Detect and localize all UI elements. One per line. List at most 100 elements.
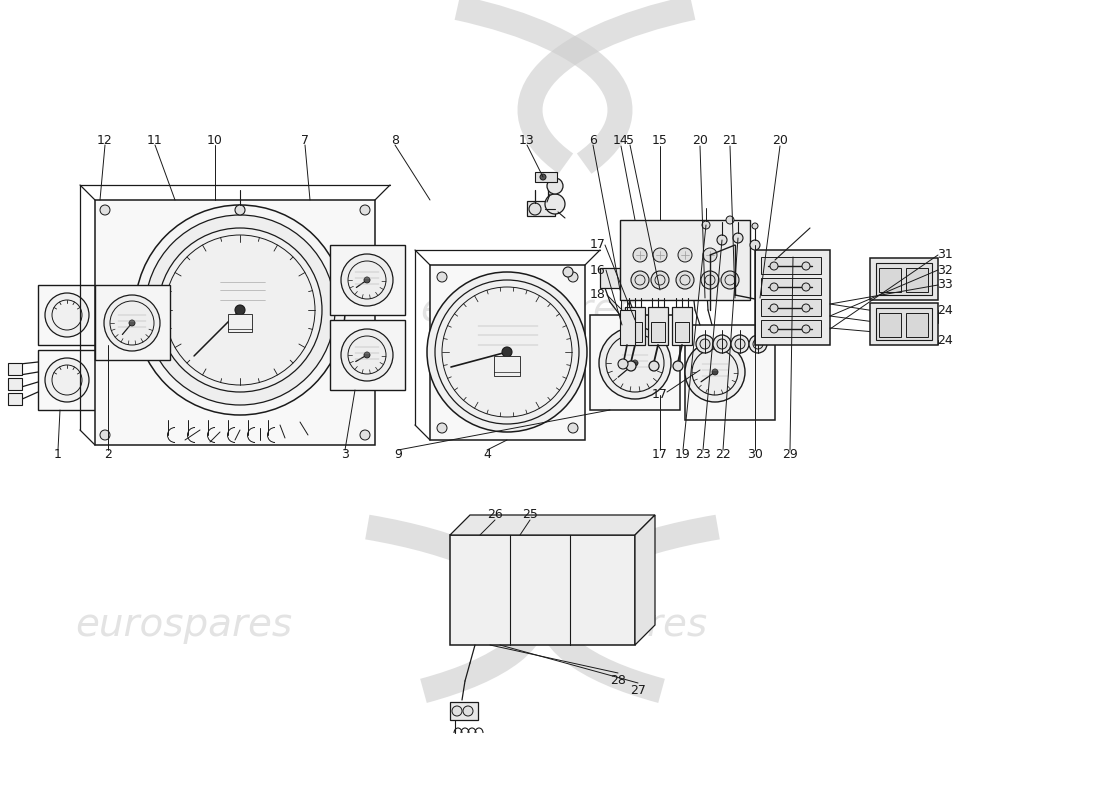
Circle shape [427, 272, 587, 432]
Text: 33: 33 [937, 278, 953, 291]
Circle shape [145, 215, 336, 405]
Circle shape [802, 325, 810, 333]
Text: 13: 13 [519, 134, 535, 146]
Circle shape [45, 358, 89, 402]
Bar [651, 322, 666, 342]
Text: 17: 17 [652, 449, 668, 462]
Text: 20: 20 [692, 134, 708, 146]
Text: 9: 9 [394, 449, 402, 462]
Bar [95, 285, 170, 360]
Bar [628, 322, 642, 342]
Bar [761, 278, 821, 295]
Circle shape [631, 271, 649, 289]
Circle shape [540, 174, 546, 180]
Text: 22: 22 [715, 449, 730, 462]
Text: 16: 16 [590, 263, 606, 277]
Circle shape [600, 327, 671, 399]
Bar [879, 268, 901, 292]
Text: 10: 10 [207, 134, 223, 146]
Circle shape [717, 339, 727, 349]
Circle shape [649, 361, 659, 371]
Bar [330, 245, 405, 315]
Text: eurospares: eurospares [490, 606, 707, 644]
Circle shape [502, 347, 512, 357]
Bar [8, 393, 22, 405]
Text: 30: 30 [747, 449, 763, 462]
Circle shape [702, 221, 710, 229]
Text: 5: 5 [626, 134, 634, 146]
Circle shape [651, 271, 669, 289]
Bar [450, 702, 478, 720]
Bar [39, 350, 96, 410]
Circle shape [678, 248, 692, 262]
Text: 18: 18 [590, 289, 606, 302]
Text: 29: 29 [782, 449, 797, 462]
Bar [675, 322, 689, 342]
Circle shape [703, 248, 717, 262]
Bar [600, 268, 635, 288]
Circle shape [770, 262, 778, 270]
Circle shape [673, 361, 683, 371]
Text: 2: 2 [104, 449, 112, 462]
Bar [906, 313, 928, 337]
Circle shape [632, 248, 647, 262]
Bar [590, 315, 680, 410]
Bar [755, 250, 830, 345]
Circle shape [700, 339, 710, 349]
Text: 32: 32 [937, 263, 953, 277]
Bar [513, 538, 566, 642]
Bar [876, 263, 932, 295]
Circle shape [100, 205, 110, 215]
Polygon shape [450, 515, 654, 535]
Circle shape [754, 339, 763, 349]
Circle shape [437, 423, 447, 433]
Text: 14: 14 [613, 134, 629, 146]
Circle shape [568, 423, 578, 433]
Circle shape [749, 335, 767, 353]
Circle shape [735, 339, 745, 349]
Text: 8: 8 [390, 134, 399, 146]
Circle shape [712, 369, 718, 375]
Circle shape [364, 352, 370, 358]
Circle shape [45, 293, 89, 337]
Circle shape [752, 223, 758, 229]
Text: 23: 23 [695, 449, 711, 462]
Bar [330, 320, 405, 390]
Bar [870, 258, 938, 300]
Text: 26: 26 [487, 509, 503, 522]
Text: 24: 24 [937, 334, 953, 346]
Circle shape [802, 262, 810, 270]
Circle shape [717, 235, 727, 245]
Text: 17: 17 [652, 389, 668, 402]
Circle shape [529, 203, 541, 215]
Circle shape [341, 329, 393, 381]
Circle shape [802, 304, 810, 312]
Text: 6: 6 [590, 134, 597, 146]
Text: 24: 24 [937, 303, 953, 317]
Circle shape [235, 305, 245, 315]
Bar [870, 303, 938, 345]
Circle shape [626, 361, 636, 371]
Circle shape [463, 706, 473, 716]
Circle shape [720, 271, 739, 289]
Bar [95, 200, 375, 445]
Circle shape [135, 205, 345, 415]
Circle shape [770, 283, 778, 291]
Bar [648, 307, 668, 345]
Bar [535, 172, 557, 182]
Circle shape [632, 360, 638, 366]
Circle shape [563, 267, 573, 277]
Circle shape [437, 272, 447, 282]
Circle shape [802, 283, 810, 291]
Text: 4: 4 [483, 449, 491, 462]
Text: 17: 17 [590, 238, 606, 251]
Circle shape [685, 342, 745, 402]
Text: 3: 3 [341, 449, 349, 462]
Circle shape [452, 706, 462, 716]
Circle shape [770, 304, 778, 312]
Bar [876, 308, 932, 340]
Circle shape [568, 272, 578, 282]
Text: 19: 19 [675, 449, 691, 462]
Text: eurospares: eurospares [75, 291, 293, 329]
Circle shape [726, 216, 734, 224]
